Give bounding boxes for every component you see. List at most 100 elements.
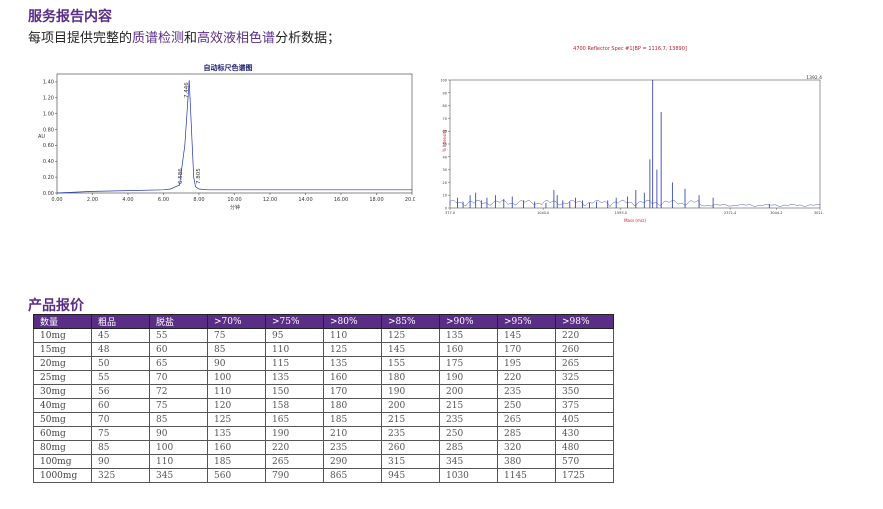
price-header-cell: >90% xyxy=(439,314,498,329)
price-cell: 65 xyxy=(149,356,208,371)
price-body: 10mg 45 55 75 95 110 125 135 145 220 15mg 48 60 85 110… xyxy=(33,328,614,483)
hplc-title: 自动标尺色谱图 xyxy=(204,63,253,72)
price-header-cell: >85% xyxy=(381,314,440,329)
hplc-x-tick-label: 20.00 xyxy=(405,197,415,203)
hplc-plot-frame xyxy=(56,73,413,194)
price-cell: 75 xyxy=(149,398,208,413)
hplc-y-tick-label: 0.00 xyxy=(43,191,54,197)
ms-x-tick-label: 1593.0 xyxy=(615,211,627,215)
price-header-cell: 粗品 xyxy=(91,314,150,329)
ms-peaks xyxy=(449,80,821,208)
price-header-cell: >80% xyxy=(323,314,382,329)
price-cell: 125 xyxy=(381,328,440,343)
price-cell: 235 xyxy=(381,426,440,441)
hplc-x-tick-label: 18.00 xyxy=(369,197,383,203)
price-cell: 155 xyxy=(381,356,440,371)
price-cell: 180 xyxy=(381,370,440,385)
price-cell: 110 xyxy=(149,454,208,469)
price-cell: 170 xyxy=(323,384,382,399)
price-cell: 100 xyxy=(149,440,208,455)
price-cell: 85 xyxy=(207,342,266,357)
price-cell: 345 xyxy=(149,468,208,483)
hplc-x-tick-label: 0.00 xyxy=(51,197,62,203)
price-cell: 290 xyxy=(323,454,382,469)
ms-y-tick-label: 50 xyxy=(443,143,447,147)
price-cell: 260 xyxy=(555,342,614,357)
price-cell: 165 xyxy=(265,412,324,427)
hplc-x-tick-label: 16.00 xyxy=(334,197,348,203)
price-row: 100mg 90 110 185 265 290 315 345 380 570 xyxy=(33,454,614,469)
price-cell: 40mg xyxy=(33,398,92,413)
price-cell: 72 xyxy=(149,384,208,399)
price-row: 1000mg 325 345 560 790 865 945 1030 1145 1725 xyxy=(33,468,614,483)
ms-y-tick-label: 70 xyxy=(443,117,447,121)
price-cell: 235 xyxy=(497,384,556,399)
hplc-y-tick-label: 0.40 xyxy=(43,159,54,165)
price-cell: 70 xyxy=(91,412,150,427)
price-table: 数量 粗品 脱盐 >70% >75% >80% >85% >90% >95% >98% 10mg 4… xyxy=(33,314,614,483)
price-cell: 170 xyxy=(497,342,556,357)
mass-spectrum: 4700 Reflector Spec #1[BP = 1116.7, 1389… xyxy=(440,46,824,223)
price-cell: 190 xyxy=(265,426,324,441)
hplc-y-tick-label: 1.20 xyxy=(43,96,54,102)
price-cell: 945 xyxy=(381,468,440,483)
hplc-y-tick-label: 1.00 xyxy=(43,111,54,117)
price-cell: 90 xyxy=(91,454,150,469)
service-heading: 服务报告内容 xyxy=(28,9,112,25)
price-cell: 10mg xyxy=(33,328,92,343)
ms-baseline xyxy=(449,199,821,208)
price-cell: 60 xyxy=(149,342,208,357)
price-header-row: 数量 粗品 脱盐 >70% >75% >80% >85% >90% >95% >98% xyxy=(33,314,614,329)
price-cell: 1000mg xyxy=(33,468,92,483)
price-cell: 15mg xyxy=(33,342,92,357)
price-cell: 325 xyxy=(555,370,614,385)
ms-y-tick-label: 90 xyxy=(443,91,447,95)
price-cell: 250 xyxy=(439,426,498,441)
price-cell: 790 xyxy=(265,468,324,483)
price-cell: 85 xyxy=(91,440,150,455)
price-cell: 210 xyxy=(323,426,382,441)
price-row: 25mg 55 70 100 135 160 180 190 220 325 xyxy=(33,370,614,385)
price-cell: 50mg xyxy=(33,412,92,427)
price-cell: 45 xyxy=(91,328,150,343)
price-cell: 1145 xyxy=(497,468,556,483)
price-cell: 350 xyxy=(555,384,614,399)
price-cell: 215 xyxy=(381,412,440,427)
price-cell: 135 xyxy=(207,426,266,441)
price-cell: 430 xyxy=(555,426,614,441)
price-cell: 480 xyxy=(555,440,614,455)
price-cell: 1725 xyxy=(555,468,614,483)
price-cell: 220 xyxy=(497,370,556,385)
hplc-x-tick-label: 2.00 xyxy=(87,197,98,203)
hplc-ylabel: AU xyxy=(38,134,45,140)
price-cell: 375 xyxy=(555,398,614,413)
hplc-trace xyxy=(56,80,412,194)
price-cell: 265 xyxy=(497,412,556,427)
price-cell: 158 xyxy=(265,398,324,413)
hplc-x-tick-label: 12.00 xyxy=(263,197,277,203)
ms-plot-frame xyxy=(449,79,821,209)
price-cell: 185 xyxy=(323,412,382,427)
price-cell: 135 xyxy=(265,370,324,385)
price-cell: 235 xyxy=(323,440,382,455)
price-cell: 75 xyxy=(207,328,266,343)
ms-max-label: 1392.4 xyxy=(806,75,822,81)
price-cell: 175 xyxy=(439,356,498,371)
price-cell: 405 xyxy=(555,412,614,427)
hplc-x-tick-label: 8.00 xyxy=(193,197,204,203)
hplc-x-tick-label: 10.00 xyxy=(227,197,241,203)
price-cell: 70 xyxy=(149,370,208,385)
price-cell: 865 xyxy=(323,468,382,483)
price-cell: 570 xyxy=(555,454,614,469)
price-row: 50mg 70 85 125 165 185 215 235 265 405 xyxy=(33,412,614,427)
price-header-cell: >98% xyxy=(555,314,614,329)
price-row: 60mg 75 90 135 190 210 235 250 285 430 xyxy=(33,426,614,441)
price-cell: 135 xyxy=(439,328,498,343)
price-cell: 185 xyxy=(207,454,266,469)
price-cell: 75 xyxy=(91,426,150,441)
price-cell: 190 xyxy=(381,384,440,399)
price-cell: 20mg xyxy=(33,356,92,371)
peak-label-right: 7.805 xyxy=(196,168,202,184)
desc-and: 和 xyxy=(184,31,198,46)
price-cell: 265 xyxy=(555,356,614,371)
